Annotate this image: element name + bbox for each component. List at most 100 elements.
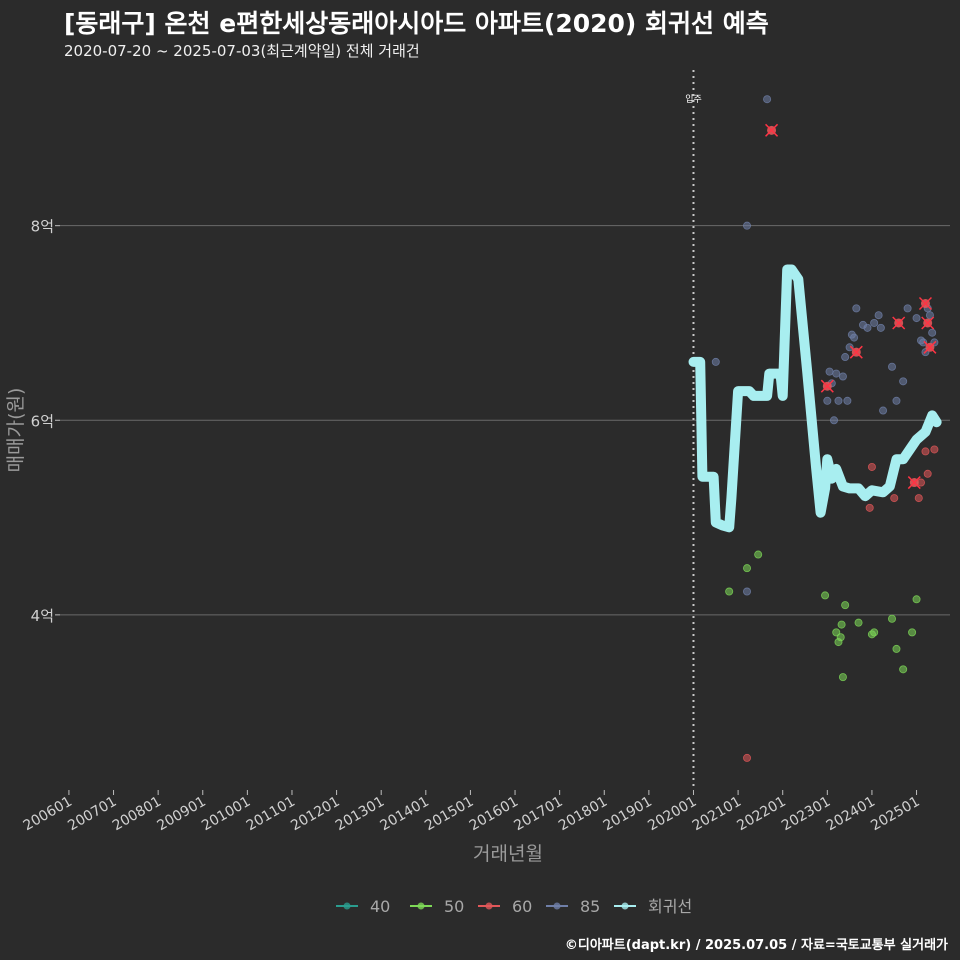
point-50	[854, 618, 863, 627]
legend-swatch-dot	[343, 902, 351, 910]
chart-title: [동래구] 온천 e편한세상동래아시아드 아파트(2020) 회귀선 예측	[64, 9, 769, 38]
highlight-marker	[849, 345, 863, 359]
move-in-label: 입주	[685, 93, 702, 105]
point-50	[836, 633, 845, 642]
highlight-x	[849, 345, 863, 359]
x-axis-ticks: 2006012007012008012009012010012011012012…	[21, 790, 923, 834]
point-85	[825, 367, 834, 376]
point-50	[838, 673, 847, 682]
x-tick-label: 200801	[110, 794, 164, 835]
x-tick-label: 201201	[288, 794, 342, 835]
point-85	[899, 377, 908, 386]
x-tick-label: 201901	[601, 794, 655, 835]
highlight-marker	[892, 316, 906, 330]
legend-swatch-dot	[553, 902, 561, 910]
point-85	[852, 304, 861, 313]
point-50	[837, 620, 846, 629]
point-85	[843, 396, 852, 405]
point-60	[743, 753, 752, 762]
point-85	[841, 353, 850, 362]
legend-label: 40	[370, 897, 390, 916]
y-axis-label: 매매가(원)	[5, 388, 27, 473]
x-tick-label: 200701	[65, 794, 119, 835]
point-60	[930, 445, 939, 454]
point-85	[711, 357, 720, 366]
point-50	[841, 601, 850, 610]
point-85	[743, 221, 752, 230]
point-60	[914, 494, 923, 503]
point-60	[865, 503, 874, 512]
x-tick-label: 202501	[868, 794, 922, 835]
y-axis-ticks: 4억 6억 8억	[31, 218, 60, 625]
point-60	[923, 469, 932, 478]
point-85	[892, 396, 901, 405]
point-60	[890, 494, 899, 503]
point-85	[834, 396, 843, 405]
highlight-marker	[921, 316, 935, 330]
point-85	[928, 328, 937, 337]
grid-lines	[60, 225, 950, 616]
x-tick-label: 200901	[154, 794, 208, 835]
x-tick-label: 200601	[21, 794, 75, 835]
data-points	[711, 95, 939, 762]
point-85	[850, 333, 859, 342]
highlight-marker	[918, 296, 932, 311]
point-85	[838, 372, 847, 381]
highlight-marker	[765, 123, 779, 137]
point-85	[879, 406, 888, 415]
x-tick-label: 201101	[244, 794, 298, 835]
highlight-x	[765, 123, 779, 137]
chart-subtitle: 2020-07-20 ~ 2025-07-03(최근계약일) 전체 거래건	[64, 42, 420, 60]
highlighted-points	[765, 123, 937, 490]
point-50	[832, 628, 841, 637]
move-in-marker: 입주	[685, 70, 702, 790]
x-tick-label: 201701	[511, 794, 565, 835]
x-axis-label: 거래년월	[473, 843, 543, 865]
legend-label: 회귀선	[648, 897, 692, 916]
highlight-x	[923, 340, 937, 354]
x-tick-label: 201301	[333, 794, 387, 835]
point-85	[874, 311, 883, 320]
point-50	[754, 550, 763, 559]
point-85	[823, 396, 832, 405]
point-85	[830, 416, 839, 425]
legend: 40 50 60 85 회귀선	[336, 897, 692, 916]
highlight-x	[918, 296, 932, 311]
highlight-x	[921, 316, 935, 330]
legend-swatch-dot	[621, 902, 629, 910]
legend-label: 50	[444, 897, 464, 916]
x-tick-label: 201501	[422, 794, 476, 835]
highlight-x	[820, 379, 834, 393]
point-85	[903, 304, 912, 313]
highlight-marker	[820, 379, 834, 393]
point-50	[743, 564, 752, 573]
point-50	[899, 665, 908, 674]
highlight-x	[892, 316, 906, 330]
point-85	[876, 323, 885, 332]
point-85	[925, 311, 934, 320]
x-tick-label: 202101	[690, 794, 744, 835]
regression-line	[688, 264, 942, 533]
y-tick-label: 6억	[31, 412, 54, 430]
point-85	[845, 343, 854, 352]
x-tick-label: 202201	[734, 794, 788, 835]
x-tick-label: 201801	[556, 794, 610, 835]
x-tick-label: 202301	[779, 794, 833, 835]
y-tick-label: 4억	[31, 607, 54, 625]
regression-line-group	[688, 264, 942, 533]
legend-swatch-dot	[485, 902, 493, 910]
point-60	[921, 447, 930, 456]
legend-label: 60	[512, 897, 532, 916]
legend-label: 85	[580, 897, 600, 916]
point-85	[743, 587, 752, 596]
point-85	[888, 362, 897, 371]
highlight-marker	[923, 340, 937, 354]
x-tick-label: 201401	[378, 794, 432, 835]
chart-caption: ©디아파트(dapt.kr) / 2025.07.05 / 자료=국토교통부 실…	[564, 938, 948, 953]
point-50	[870, 628, 879, 637]
point-85	[919, 338, 928, 347]
point-50	[821, 591, 830, 600]
point-85	[870, 318, 879, 327]
point-50	[908, 628, 917, 637]
